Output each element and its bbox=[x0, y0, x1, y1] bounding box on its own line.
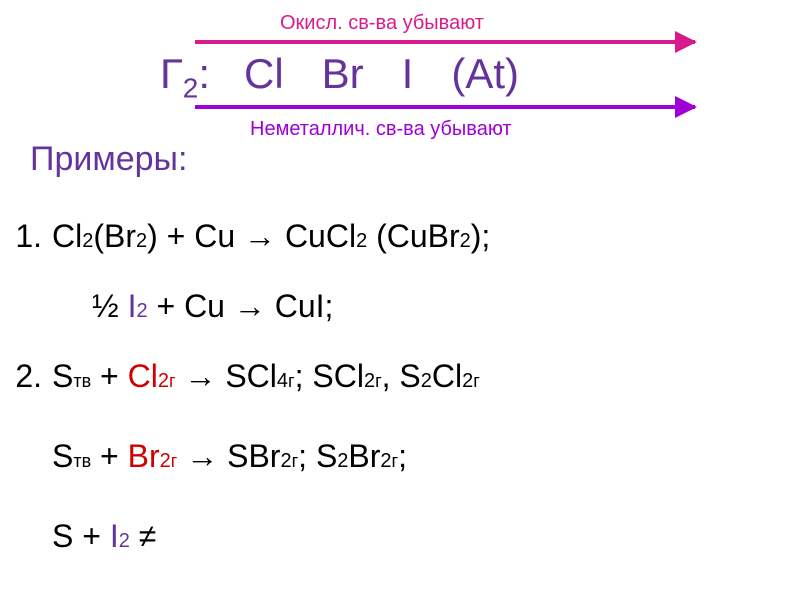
eq-token: S + bbox=[52, 520, 110, 552]
equation-row: Sтв + Br2г → SBr2г; S2Br2г; bbox=[0, 440, 407, 472]
element-br: Br bbox=[322, 50, 364, 98]
eq-token: Br bbox=[348, 440, 380, 472]
eq-token: , S bbox=[382, 360, 421, 392]
oxidizing-arrow bbox=[195, 40, 695, 44]
eq-token: ); bbox=[471, 220, 491, 252]
element-i: I bbox=[402, 50, 414, 98]
series-symbol: Г2: bbox=[160, 50, 210, 104]
eq-token: S bbox=[52, 360, 73, 392]
eq-token: S bbox=[52, 440, 73, 472]
eq-token: (CuBr bbox=[367, 220, 459, 252]
eq-token: ; SCl bbox=[295, 360, 364, 392]
nonmetallic-arrow bbox=[195, 105, 695, 109]
eq-token: + Cu → CuI; bbox=[148, 290, 334, 322]
equation-row: 1. Cl2(Br2) + Cu → CuCl2 (CuBr2); bbox=[0, 220, 490, 252]
eq-token: + bbox=[91, 360, 127, 392]
equation-body: S + I2 ≠ bbox=[52, 520, 156, 552]
eq-token: I bbox=[110, 520, 119, 552]
equation-body: Sтв + Br2г → SBr2г; S2Br2г; bbox=[52, 440, 407, 472]
eq-token: Cl bbox=[432, 360, 462, 392]
equation-body: Sтв + Cl2г → SCl4г; SCl2г, S2Cl2г bbox=[52, 360, 480, 392]
halogen-series: Г2: Cl Br I (At) bbox=[160, 50, 519, 104]
eq-token: Cl bbox=[128, 360, 158, 392]
eq-token: I bbox=[128, 290, 137, 322]
eq-token: ≠ bbox=[130, 520, 156, 552]
element-at: (At) bbox=[451, 50, 519, 98]
element-cl: Cl bbox=[244, 50, 284, 98]
equation-row: S + I2 ≠ bbox=[0, 520, 156, 552]
equation-body: Cl2(Br2) + Cu → CuCl2 (CuBr2); bbox=[52, 220, 490, 252]
equation-body: ½ I2 + Cu → CuI; bbox=[92, 290, 333, 322]
equation-row: ½ I2 + Cu → CuI; bbox=[0, 290, 333, 322]
eq-token: ; bbox=[398, 440, 407, 472]
eq-token: Cl bbox=[52, 220, 82, 252]
eq-token: + bbox=[91, 440, 127, 472]
eq-token: → SBr bbox=[177, 440, 280, 472]
oxidizing-trend-label: Окисл. св-ва убывают bbox=[280, 12, 484, 35]
eq-token: ½ bbox=[92, 290, 128, 322]
examples-heading: Примеры: bbox=[30, 140, 187, 179]
eq-token: ) bbox=[147, 220, 158, 252]
equation-number: 1. bbox=[0, 220, 42, 252]
eq-token: ; S bbox=[298, 440, 337, 472]
eq-token: + Cu → CuCl bbox=[158, 220, 356, 252]
eq-token: Br bbox=[128, 440, 160, 472]
nonmetallic-trend-label: Неметаллич. св-ва убывают bbox=[250, 118, 512, 141]
eq-token: (Br bbox=[93, 220, 136, 252]
eq-token: → SCl bbox=[176, 360, 277, 392]
equation-row: 2.Sтв + Cl2г → SCl4г; SCl2г, S2Cl2г bbox=[0, 360, 480, 392]
equation-number: 2. bbox=[0, 360, 42, 392]
